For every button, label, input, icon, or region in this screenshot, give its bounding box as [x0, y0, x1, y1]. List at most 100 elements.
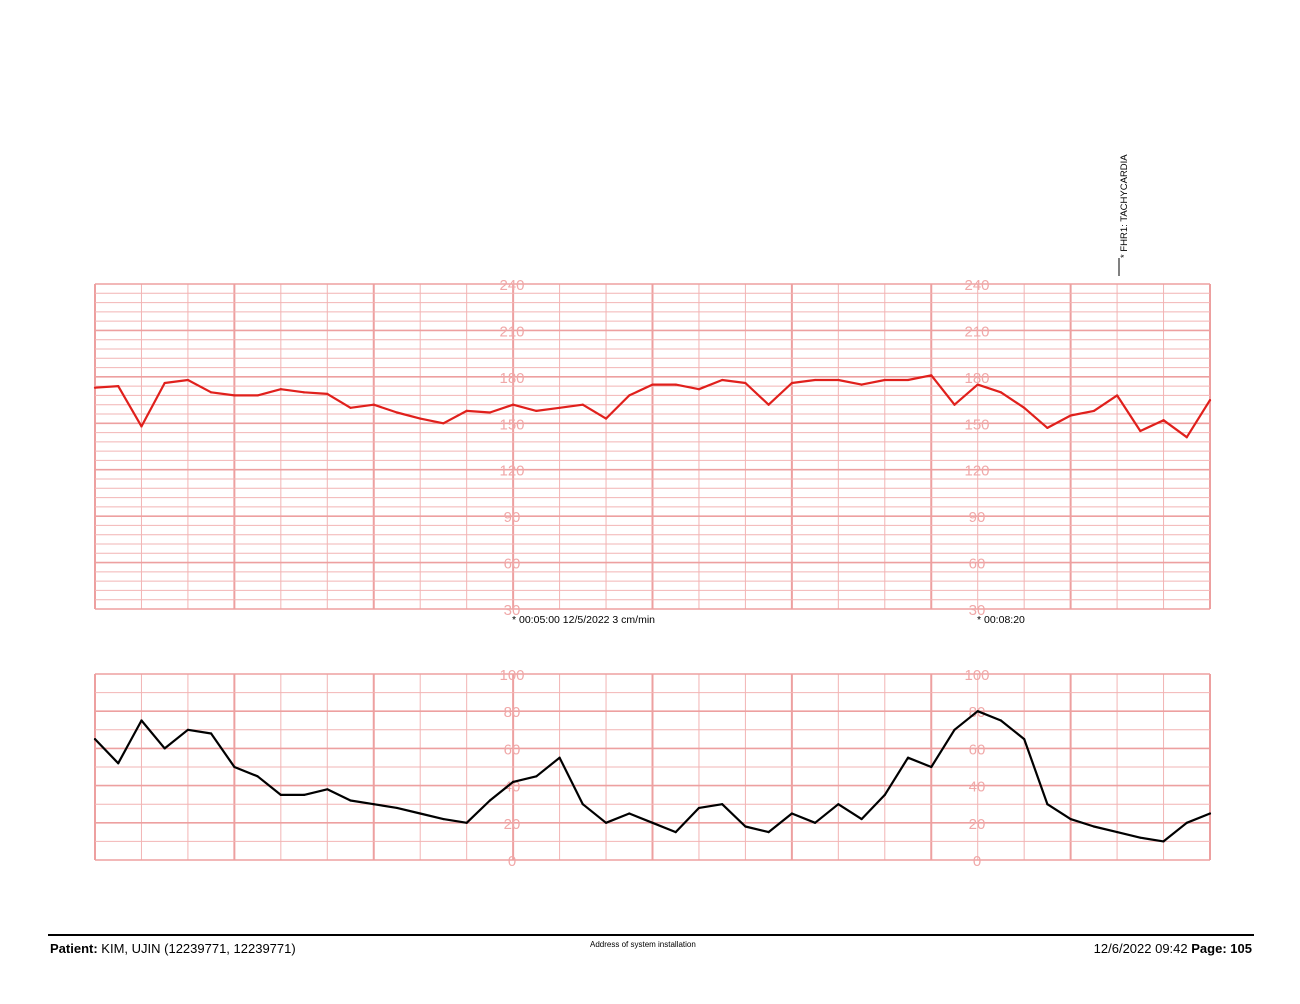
- y-tick-label: 100: [499, 667, 524, 684]
- y-tick-label: 60: [969, 741, 986, 758]
- uc-point: [976, 710, 979, 713]
- uc-point: [279, 793, 282, 797]
- fhr-point: [1208, 398, 1212, 402]
- fhr-point: [906, 378, 910, 382]
- uc-points: [93, 710, 1212, 843]
- fhr-point: [535, 409, 538, 413]
- fhr-point: [1115, 394, 1119, 397]
- uc-point: [93, 738, 97, 741]
- uc-point: [906, 756, 910, 759]
- uc-point: [837, 803, 840, 806]
- uc-point: [558, 756, 561, 759]
- fhr-point: [1092, 409, 1095, 413]
- uc-point: [186, 728, 190, 731]
- uc-point: [930, 765, 933, 769]
- time-mark-start: * 00:05:00 12/5/2022 3 cm/min: [512, 614, 656, 626]
- uc-point: [326, 788, 329, 791]
- y-tick-label: 120: [964, 463, 989, 480]
- fhr-point: [140, 425, 143, 428]
- uc-point: [697, 806, 701, 810]
- y-tick-label: 60: [504, 556, 521, 573]
- fhr-point: [814, 378, 817, 382]
- patient-label: Patient:: [50, 941, 98, 956]
- fhr-point: [999, 391, 1003, 394]
- fhr-point: [395, 411, 399, 414]
- uc-point: [999, 719, 1003, 722]
- fhr-point: [790, 381, 793, 385]
- fhr-point: [953, 403, 956, 406]
- uc-point: [210, 732, 213, 735]
- uc-point: [814, 821, 817, 824]
- fhr-point: [721, 378, 724, 382]
- fhr-point: [163, 381, 166, 385]
- system-address: Address of system installation: [590, 940, 696, 949]
- uc-point: [488, 799, 491, 802]
- fhr-point: [256, 394, 259, 397]
- fhr-point: [93, 386, 97, 389]
- print-info: 12/6/2022 09:42 Page: 105: [1094, 941, 1252, 956]
- uc-point: [1069, 817, 1072, 821]
- uc-point: [442, 817, 445, 821]
- y-tick-label: 0: [508, 853, 516, 870]
- fhr-point: [604, 417, 608, 420]
- fhr-point: [117, 385, 120, 388]
- fhr-point: [210, 391, 213, 394]
- uc-point: [465, 821, 468, 824]
- y-tick-label: 40: [969, 779, 986, 796]
- fhr-point: [883, 378, 886, 382]
- fhr-point: [976, 383, 979, 386]
- uc-point: [1139, 836, 1142, 839]
- uc-point: [953, 728, 956, 731]
- uc-point: [140, 719, 143, 722]
- uc-point: [604, 821, 608, 824]
- y-tick-label: 120: [499, 463, 524, 480]
- uc-grid: [94, 673, 1211, 861]
- y-tick-label: 30: [504, 602, 521, 619]
- uc-point: [233, 765, 236, 769]
- fhr-grid: [94, 283, 1211, 610]
- patient-info: Patient: KIM, UJIN (12239771, 12239771): [50, 941, 296, 956]
- fhr-point: [442, 422, 445, 425]
- y-tick-label: 240: [964, 277, 989, 294]
- y-tick-label: 0: [973, 853, 981, 870]
- uc-point: [395, 806, 399, 810]
- uc-point: [1023, 738, 1026, 741]
- y-tick-label: 40: [504, 779, 521, 796]
- fhr-point: [697, 388, 701, 391]
- print-datetime: 12/6/2022 09:42: [1093, 941, 1188, 956]
- fhr-point: [651, 383, 654, 386]
- page-number: 105: [1230, 941, 1252, 956]
- footer-divider: [48, 934, 1254, 936]
- uc-point: [1185, 821, 1188, 824]
- fhr-point: [1023, 406, 1026, 409]
- y-tick-label: 210: [499, 323, 524, 340]
- y-tick-label: 240: [499, 277, 524, 294]
- fhr-point: [302, 391, 306, 394]
- fhr-point: [279, 388, 282, 391]
- uc-point: [767, 831, 770, 834]
- fhr-point: [837, 378, 840, 382]
- uc-point: [117, 762, 120, 765]
- fhr-point: [465, 409, 468, 413]
- uc-point: [163, 747, 166, 750]
- fhr-point: [860, 383, 863, 386]
- uc-point: [1092, 825, 1095, 828]
- uc-point: [651, 821, 654, 824]
- fhr-point: [1046, 426, 1049, 430]
- fhr-point: [372, 403, 375, 406]
- fhr-point: [744, 381, 747, 385]
- fhr-point: [186, 378, 190, 382]
- y-tick-label: 210: [964, 323, 989, 340]
- uc-point: [1046, 803, 1049, 806]
- y-tick-label: 80: [504, 704, 521, 721]
- fhr-point: [628, 394, 631, 397]
- uc-point: [744, 825, 747, 828]
- fhr-points: [93, 374, 1212, 439]
- uc-point: [372, 803, 375, 806]
- y-tick-label: 30: [969, 602, 986, 619]
- event-marker: [1118, 258, 1120, 276]
- uc-point: [790, 812, 793, 815]
- y-tick-label: 180: [964, 370, 989, 387]
